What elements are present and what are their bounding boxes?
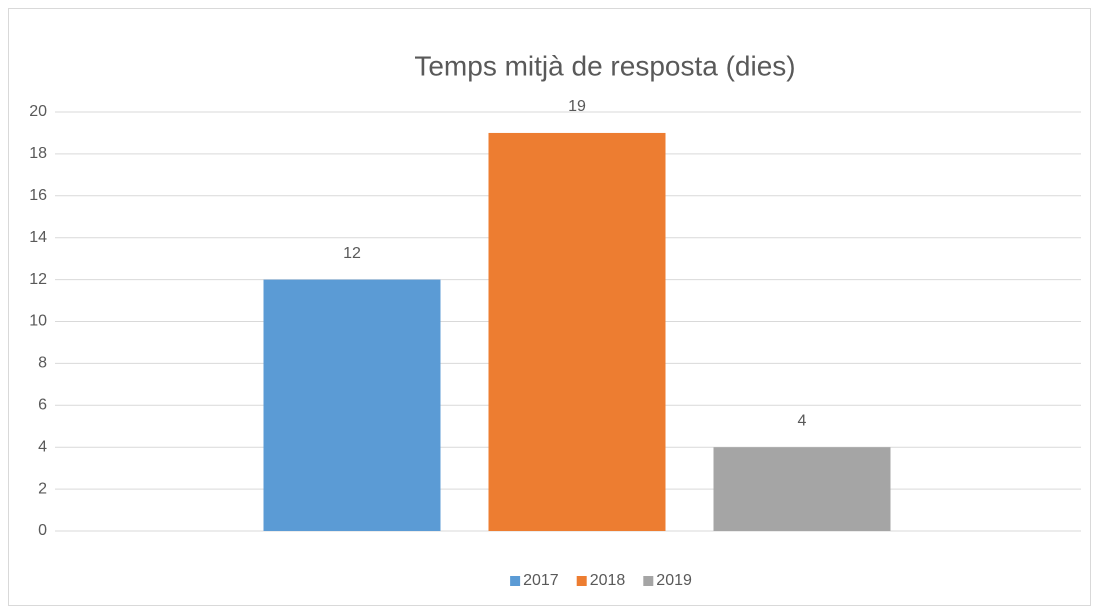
y-tick-label: 6 — [38, 397, 47, 414]
legend-label: 2017 — [523, 572, 559, 589]
y-tick-label: 16 — [29, 187, 47, 204]
legend-label: 2019 — [656, 572, 692, 589]
legend-swatch — [643, 576, 654, 586]
y-tick-label: 18 — [29, 145, 47, 162]
data-label: 19 — [568, 98, 586, 115]
legend-swatch — [510, 576, 521, 586]
y-tick-label: 8 — [38, 355, 47, 372]
y-tick-label: 2 — [38, 480, 47, 497]
y-tick-label: 14 — [29, 229, 47, 246]
bar — [488, 132, 666, 531]
data-label: 4 — [798, 412, 807, 429]
data-label: 12 — [343, 245, 361, 262]
legend-swatch — [576, 576, 587, 586]
y-tick-label: 12 — [29, 271, 47, 288]
bar — [263, 279, 441, 531]
bar — [713, 447, 891, 531]
y-tick-label: 4 — [38, 438, 47, 455]
legend-label: 2018 — [590, 572, 626, 589]
y-tick-label: 20 — [29, 103, 47, 120]
y-tick-label: 0 — [38, 522, 47, 539]
y-tick-label: 10 — [29, 313, 47, 330]
chart-title: Temps mitjà de resposta (dies) — [414, 50, 795, 81]
